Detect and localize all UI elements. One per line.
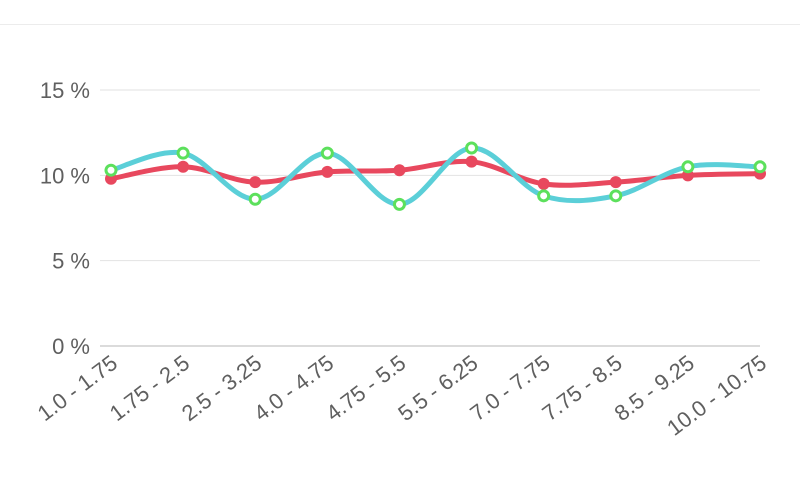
data-point-series-2[interactable] [609, 189, 623, 203]
x-axis-ticks: 1.0 - 1.751.75 - 2.52.5 - 3.254.0 - 4.75… [33, 350, 771, 441]
data-point-series-1[interactable] [465, 155, 478, 168]
data-point-series-1[interactable] [609, 176, 622, 189]
data-point-series-2[interactable] [465, 141, 479, 155]
x-tick-label: 5.5 - 6.25 [393, 350, 482, 426]
x-tick-label: 4.0 - 4.75 [249, 350, 338, 426]
data-point-series-2[interactable] [681, 160, 695, 174]
data-point-series-2[interactable] [392, 197, 406, 211]
series-lines [108, 145, 763, 207]
data-point-series-2[interactable] [537, 189, 551, 203]
data-point-series-2[interactable] [753, 160, 767, 174]
y-axis-ticks: 0 % 5 % 10 % 15 % [40, 78, 90, 359]
x-tick-label: 2.5 - 3.25 [177, 350, 266, 426]
x-tick-label: 1.75 - 2.5 [105, 350, 194, 426]
data-point-series-2[interactable] [104, 163, 118, 177]
y-tick-label: 0 % [52, 334, 90, 359]
series-line-2 [108, 145, 763, 207]
x-tick-label: 7.0 - 7.75 [465, 350, 554, 426]
y-tick-label: 5 % [52, 249, 90, 274]
data-point-series-2[interactable] [248, 192, 262, 206]
y-tick-label: 15 % [40, 78, 90, 103]
y-tick-label: 10 % [40, 163, 90, 188]
top-divider [0, 24, 800, 25]
data-point-series-1[interactable] [249, 176, 262, 189]
x-tick-label: 4.75 - 5.5 [321, 350, 410, 426]
x-tick-label: 7.75 - 8.5 [538, 350, 627, 426]
data-point-series-1[interactable] [321, 165, 334, 178]
data-point-series-1[interactable] [393, 164, 406, 177]
x-tick-label: 1.0 - 1.75 [33, 350, 122, 426]
data-point-series-2[interactable] [320, 146, 334, 160]
series-points [104, 141, 767, 211]
data-point-series-2[interactable] [176, 146, 190, 160]
data-point-series-1[interactable] [177, 160, 190, 173]
grid-lines [100, 89, 760, 347]
data-point-series-1[interactable] [537, 177, 550, 190]
